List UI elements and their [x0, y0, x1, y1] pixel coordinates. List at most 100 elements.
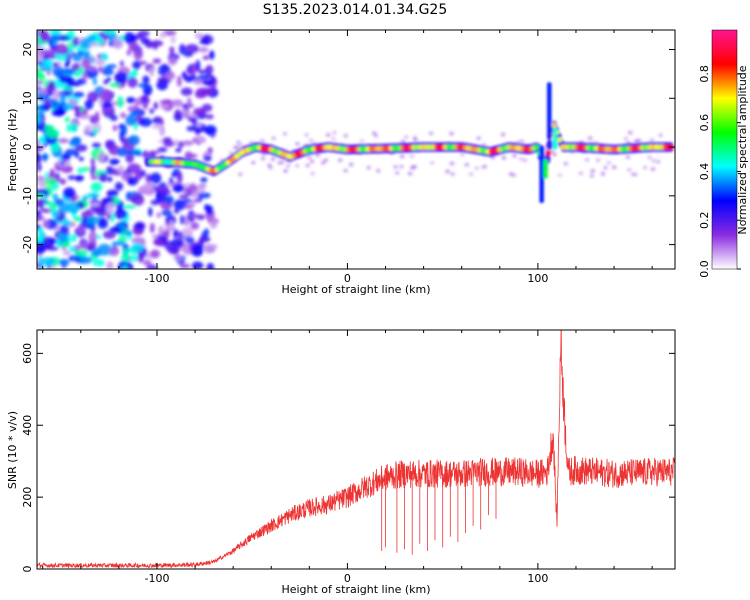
y-tick-label: 200 — [21, 487, 34, 508]
noise-blob — [37, 216, 46, 221]
noise-blob — [49, 142, 61, 153]
ridge-speckle — [634, 139, 639, 143]
noise-blob — [163, 140, 175, 147]
ridge-speckle — [512, 154, 517, 158]
ridge-speckle — [512, 173, 517, 177]
ridge-halo — [546, 139, 553, 150]
ridge-speckle — [632, 173, 637, 176]
ridge-speckle — [310, 159, 314, 163]
ridge-core — [557, 137, 563, 143]
ridge-speckle — [589, 174, 594, 178]
ridge-speckle — [343, 134, 348, 138]
noise-blob — [51, 62, 59, 68]
noise-blob — [63, 103, 74, 111]
snr-marks — [37, 330, 675, 569]
ridge-speckle — [404, 135, 409, 139]
noise-blob — [92, 77, 97, 86]
noise-blob — [201, 80, 215, 86]
ridge-speckle — [366, 166, 371, 170]
noise-blob — [174, 109, 181, 119]
noise-blob — [98, 66, 103, 73]
y-tick-label: 400 — [21, 415, 34, 436]
ridge-speckle — [401, 140, 405, 143]
noise-blob — [170, 36, 176, 44]
ridge-excursion — [552, 127, 558, 132]
noise-blob — [63, 86, 74, 91]
noise-blob — [99, 88, 112, 101]
noise-blob — [142, 259, 152, 266]
noise-blob — [149, 66, 155, 77]
noise-blob — [131, 242, 144, 252]
noise-blob — [58, 202, 71, 214]
noise-blob — [164, 195, 174, 205]
ridge-speckle — [481, 165, 486, 169]
ridge-speckle — [474, 166, 479, 170]
noise-blob — [171, 172, 178, 177]
ridge-speckle — [395, 171, 400, 175]
noise-blob — [37, 199, 45, 208]
ridge-speckle — [501, 133, 505, 137]
noise-blob — [78, 156, 84, 162]
noise-blob — [198, 192, 211, 199]
noise-blob — [197, 75, 210, 80]
noise-blob — [190, 222, 200, 230]
noise-blob — [51, 109, 66, 117]
noise-blob — [149, 222, 155, 234]
noise-blob — [64, 68, 76, 74]
ridge-speckle — [321, 161, 326, 165]
ridge-speckle — [590, 169, 595, 173]
ridge-speckle — [460, 152, 465, 156]
noise-blob — [37, 146, 44, 152]
noise-blob — [37, 142, 41, 147]
noise-blob — [185, 236, 195, 244]
noise-blob — [151, 124, 165, 130]
ridge-speckle — [372, 131, 377, 135]
noise-blob — [183, 75, 196, 83]
ridge-speckle — [658, 133, 663, 137]
noise-blob — [204, 228, 210, 237]
noise-blob — [54, 43, 69, 55]
noise-blob — [88, 231, 98, 243]
noise-blob — [67, 81, 82, 87]
noise-blob — [114, 182, 124, 191]
ridge-speckle — [449, 132, 454, 136]
ridge-speckle — [650, 167, 655, 171]
noise-blob — [184, 153, 198, 159]
noise-blob — [114, 208, 128, 220]
snr-y-label: SNR (10 * v/v) — [6, 411, 19, 489]
noise-blob — [158, 225, 164, 237]
noise-blob — [204, 125, 217, 136]
noise-blob — [114, 71, 128, 84]
snr-series-line — [37, 330, 675, 569]
figure-title: S135.2023.014.01.34.G25 — [263, 2, 448, 18]
noise-blob — [168, 177, 174, 184]
noise-blob — [204, 203, 209, 212]
noise-blob — [126, 176, 139, 186]
noise-blob — [72, 36, 80, 47]
noise-blob — [108, 246, 120, 257]
noise-blob — [79, 113, 91, 120]
ridge-speckle — [519, 139, 524, 143]
y-tick-label: 600 — [21, 343, 34, 364]
noise-blob — [173, 208, 180, 214]
ridge-speckle — [400, 154, 405, 158]
noise-blob — [147, 150, 157, 159]
ridge-excursion — [543, 159, 548, 165]
noise-blob — [37, 176, 48, 188]
noise-blob — [49, 30, 62, 37]
noise-blob — [60, 240, 71, 248]
noise-blob — [79, 38, 93, 50]
noise-blob — [75, 174, 84, 182]
noise-blob — [181, 71, 187, 79]
noise-blob — [52, 89, 60, 101]
noise-blob — [126, 97, 136, 104]
ridge-speckle — [596, 158, 601, 162]
noise-blob — [159, 103, 169, 109]
ridge-speckle — [464, 163, 469, 167]
noise-blob — [43, 153, 48, 162]
noise-blob — [195, 59, 201, 72]
noise-blob — [191, 261, 204, 269]
noise-blob — [173, 228, 178, 239]
noise-blob — [58, 258, 70, 267]
noise-blob — [74, 144, 88, 152]
